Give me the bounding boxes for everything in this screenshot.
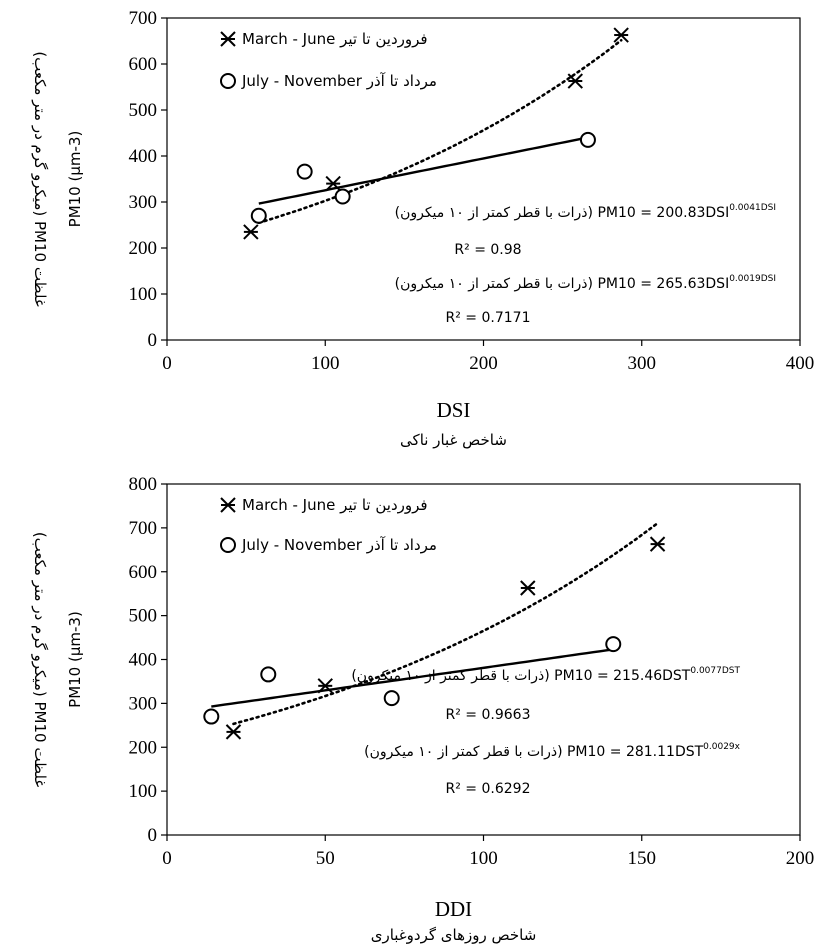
y-tick-label: 800 <box>129 474 158 495</box>
data-point-july-november <box>334 188 351 205</box>
x-axis-subtitle: شاخص روزهای گردوغباری <box>371 926 537 944</box>
x-axis-title: DDI <box>435 897 472 921</box>
data-point-march-june <box>325 175 341 192</box>
legend-label: March - June فروردین تا تیر <box>242 496 428 514</box>
trendline-equation: (ذرات با قطر کمتر از ۱۰ میکرون) PM10 = 2… <box>395 274 776 292</box>
trendline-march-june <box>232 521 659 726</box>
x-tick-label: 0 <box>162 848 172 869</box>
trendline-equation: (ذرات با قطر کمتر از ۱۰ میکرون) PM10 = 2… <box>351 666 740 684</box>
chart-1: 0 100 200 300 400 500 600 700 0 100 200 300 400 DSI شا… <box>31 8 814 449</box>
x-tick-label: 50 <box>316 848 335 869</box>
data-point-march-june <box>317 678 333 694</box>
trendline-july-november <box>211 648 614 708</box>
y-tick-label: 300 <box>129 693 158 714</box>
data-point-july-november <box>579 131 596 148</box>
y-tick-label: 100 <box>129 284 158 305</box>
y-axis-title: PM10 (µm-3) <box>66 131 84 228</box>
y-tick-label: 300 <box>129 192 158 213</box>
y-tick-label: 100 <box>129 781 158 802</box>
trendline-march-june <box>257 39 623 225</box>
r-squared-label: R² = 0.9663 <box>446 707 531 723</box>
y-axis-title-persian: غلظت PM10 (میکرو گرم در متر مکعب) <box>31 532 49 788</box>
y-tick-label: 200 <box>129 737 158 758</box>
legend-label: July - November مرداد تا آذر <box>241 72 437 90</box>
data-point-july-november <box>250 207 267 224</box>
legend-marker-march-june <box>220 497 236 513</box>
x-tick-label: 200 <box>786 848 815 869</box>
data-point-march-june <box>649 536 666 552</box>
legend-label: July - November مرداد تا آذر <box>241 536 437 554</box>
y-tick-label: 400 <box>129 650 158 671</box>
data-point-march-june <box>520 580 536 596</box>
r-squared-label: R² = 0.6292 <box>446 781 531 797</box>
x-tick-label: 400 <box>786 353 815 374</box>
x-axis-subtitle: شاخص غبار ناکی <box>400 431 507 449</box>
y-tick-label: 600 <box>129 54 158 75</box>
y-axis-title-persian: غلظت PM10 (میکرو گرم در متر مکعب) <box>31 51 49 307</box>
data-point-july-november <box>203 708 220 725</box>
y-axis-title: PM10 (µm-3) <box>66 611 84 708</box>
x-tick-label: 150 <box>628 848 657 869</box>
data-point-march-june <box>567 73 583 89</box>
y-tick-label: 600 <box>129 562 158 583</box>
data-point-july-november <box>383 690 400 707</box>
x-tick-label: 100 <box>311 353 340 374</box>
x-tick-label: 100 <box>469 848 498 869</box>
r-squared-label: R² = 0.98 <box>454 242 521 258</box>
data-point-july-november <box>260 666 277 683</box>
y-tick-label: 200 <box>129 238 158 259</box>
y-tick-label: 400 <box>129 146 158 167</box>
y-tick-label: 500 <box>129 606 158 627</box>
data-point-march-june <box>243 224 259 240</box>
legend-marker-march-june <box>220 31 236 47</box>
x-tick-label: 0 <box>162 353 172 374</box>
y-tick-label: 0 <box>148 825 158 846</box>
y-tick-label: 700 <box>129 518 158 539</box>
legend-marker-july-november <box>220 73 236 89</box>
data-point-july-november <box>296 163 313 180</box>
x-tick-label: 300 <box>628 353 657 374</box>
data-point-july-november <box>605 636 622 653</box>
trendline-july-november <box>258 136 589 205</box>
trendline-equation: (ذرات با قطر کمتر از ۱۰ میکرون) PM10 = 2… <box>364 742 741 760</box>
legend-label: March - June فروردین تا تیر <box>242 30 428 48</box>
legend-marker-july-november <box>220 537 236 553</box>
y-tick-label: 0 <box>148 330 158 351</box>
x-tick-label: 200 <box>469 353 498 374</box>
r-squared-label: R² = 0.7171 <box>446 310 531 326</box>
y-tick-label: 500 <box>129 100 158 121</box>
chart-2: 0 100 200 300 400 500 600 700 800 0 50 100 150 200 DDI… <box>31 474 814 944</box>
y-tick-label: 700 <box>129 8 158 29</box>
trendline-equation: (ذرات با قطر کمتر از ۱۰ میکرون) PM10 = 2… <box>395 203 776 221</box>
data-point-march-june <box>225 724 242 740</box>
x-axis-title: DSI <box>437 398 471 422</box>
data-point-march-june <box>613 27 629 43</box>
